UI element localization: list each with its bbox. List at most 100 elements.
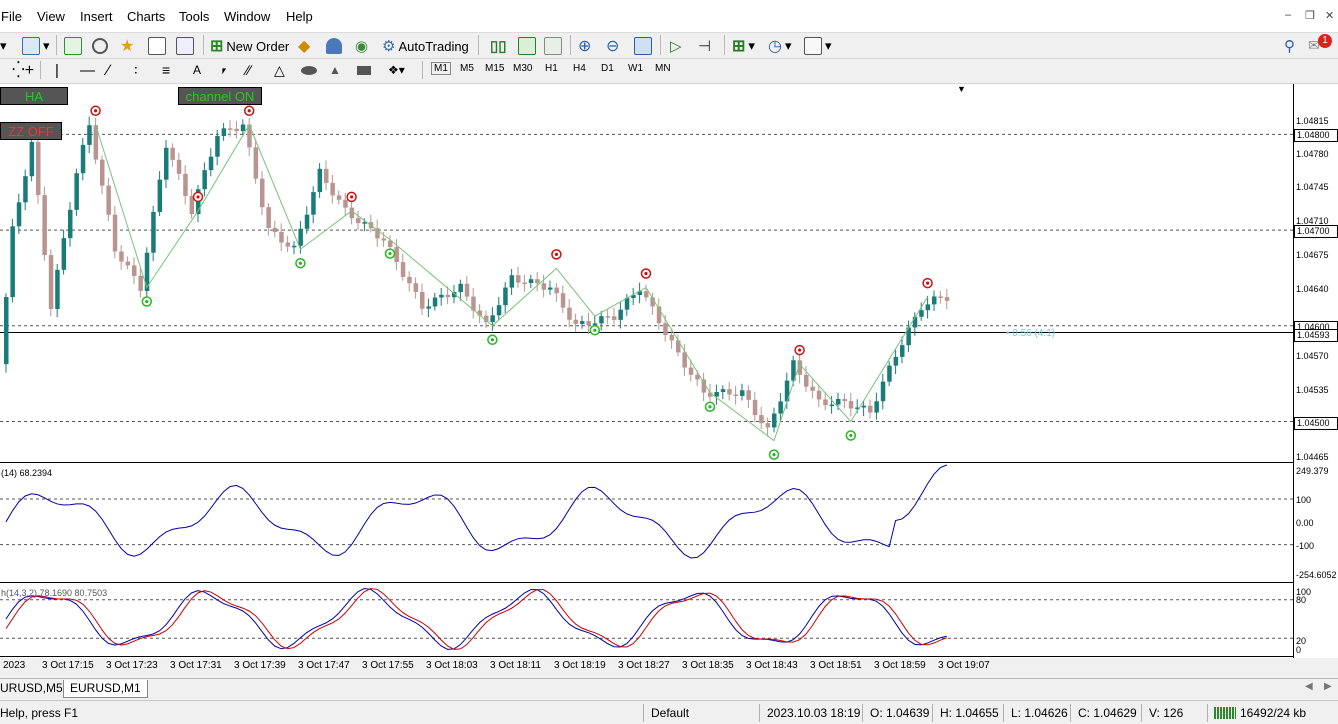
profiles-icon[interactable]: ▾: [22, 36, 50, 56]
terminal-icon[interactable]: [148, 36, 166, 56]
text-label-icon[interactable]: ⎖: [219, 62, 229, 77]
swing-low-dot: [708, 405, 712, 409]
triangle-icon[interactable]: ▲: [329, 63, 341, 77]
tf-h1[interactable]: H1: [545, 63, 558, 74]
close-icon[interactable]: ✕: [1325, 10, 1335, 22]
tf-m15[interactable]: M15: [485, 63, 505, 74]
tf-w1[interactable]: W1: [628, 63, 643, 74]
text-icon[interactable]: A: [193, 63, 202, 77]
chart-window[interactable]: ▼: [0, 84, 1338, 658]
tab-eurusd-m1[interactable]: EURUSD,M1: [63, 680, 148, 698]
swing-low-dot: [145, 299, 149, 304]
metaeditor-icon[interactable]: ◆: [298, 38, 311, 55]
rectangle-icon[interactable]: [357, 60, 371, 80]
periods-icon[interactable]: ◷ ▾: [768, 38, 792, 55]
tf-mn[interactable]: MN: [655, 63, 671, 74]
candle-body: [260, 178, 265, 208]
candle-body: [624, 298, 630, 310]
crosshair-icon[interactable]: ⁛+: [12, 62, 35, 79]
bar-chart-icon[interactable]: ▯▯: [490, 38, 507, 55]
candle-body: [567, 307, 572, 320]
scroll-right-icon[interactable]: ▶: [1324, 681, 1332, 692]
equidistant-channel-icon[interactable]: ∶: [134, 61, 138, 78]
line-chart-icon[interactable]: [544, 36, 562, 56]
scroll-left-icon[interactable]: ◀: [1305, 681, 1313, 692]
chart-shift-marker-icon[interactable]: ▼: [957, 84, 966, 94]
menu-file[interactable]: File: [1, 9, 22, 24]
market-watch-icon[interactable]: [64, 36, 82, 56]
restore-icon[interactable]: ❐: [1305, 10, 1315, 22]
menu-bar: File View Insert Charts Tools Window Hel…: [0, 0, 1338, 33]
triangle-tool-icon[interactable]: △: [274, 61, 285, 78]
tf-d1[interactable]: D1: [601, 63, 614, 74]
fibonacci-icon[interactable]: ≡: [162, 62, 171, 78]
autotrading-button[interactable]: ⚙ AutoTrading: [382, 38, 469, 55]
tile-windows-icon[interactable]: [634, 36, 652, 56]
candle-body: [407, 276, 412, 284]
candlestick-icon[interactable]: [518, 36, 536, 56]
price-chart-canvas[interactable]: [0, 84, 1293, 658]
tf-m1[interactable]: M1: [431, 62, 451, 75]
trendline-icon[interactable]: ∕: [107, 61, 110, 79]
time-tick: 3 Oct 18:51: [810, 660, 862, 671]
tf-m30[interactable]: M30: [513, 63, 533, 74]
zigzag-toggle-button[interactable]: ZZ OFF: [0, 122, 62, 140]
chart-shift-icon[interactable]: ⊣: [698, 38, 712, 55]
menu-window[interactable]: Window: [224, 9, 271, 24]
candle-body: [343, 199, 348, 208]
tf-h4[interactable]: H4: [573, 63, 586, 74]
tab-eurusd-m5[interactable]: URUSD,M5: [0, 681, 63, 695]
stoch-main-line: [5, 588, 947, 650]
candle-body: [266, 207, 271, 228]
notification-bell-icon[interactable]: ✉ 1: [1308, 34, 1332, 55]
vertical-line-icon[interactable]: |: [55, 61, 59, 79]
navigator-icon[interactable]: [92, 36, 108, 56]
candle-body: [490, 315, 495, 323]
candle-body: [119, 251, 124, 262]
minimize-icon[interactable]: –: [1285, 9, 1292, 21]
time-tick: 3 Oct 17:31: [170, 660, 222, 671]
candle-body: [317, 168, 323, 193]
menu-insert[interactable]: Insert: [80, 9, 113, 24]
arrows-icon[interactable]: ∕∕: [246, 62, 251, 78]
autoscroll-icon[interactable]: ▷: [670, 38, 682, 55]
menu-tools[interactable]: Tools: [179, 9, 210, 24]
signals-icon[interactable]: [326, 36, 342, 56]
templates-icon[interactable]: ▾: [804, 36, 832, 56]
tf-m5[interactable]: M5: [460, 63, 474, 74]
candle-body: [311, 192, 316, 215]
swing-high-dot: [94, 109, 98, 113]
menu-help[interactable]: Help: [286, 9, 313, 24]
indicators-icon[interactable]: ⊞ ▾: [732, 38, 755, 55]
new-order-button[interactable]: ⊞ New Order: [210, 38, 290, 55]
favorites-icon[interactable]: ★: [120, 38, 135, 55]
candle-body: [324, 168, 329, 183]
candle-body: [29, 142, 35, 177]
menu-view[interactable]: View: [37, 9, 65, 24]
zoom-out-icon[interactable]: ⊖: [606, 38, 620, 55]
candle-body: [298, 228, 303, 246]
search-icon[interactable]: ⚲: [1284, 38, 1295, 55]
dropdown-arrow-icon[interactable]: ▾: [0, 38, 7, 53]
candle-body: [637, 291, 643, 296]
ellipse-icon[interactable]: [301, 60, 317, 80]
time-tick: 3 Oct 17:47: [298, 660, 350, 671]
channel-toggle-button[interactable]: channel ON: [178, 87, 262, 105]
level-price-box: 1.04700: [1294, 225, 1338, 238]
zoom-in-icon[interactable]: ⊕: [578, 38, 592, 55]
swing-low-dot: [593, 328, 597, 332]
strategy-tester-icon[interactable]: [176, 36, 194, 56]
menu-charts[interactable]: Charts: [127, 9, 166, 24]
more-objects-icon[interactable]: ❖▾: [388, 63, 405, 77]
level-price-box: 1.04500: [1294, 417, 1338, 430]
candle-body: [560, 293, 566, 308]
horizontal-line-icon[interactable]: —: [80, 61, 95, 79]
candle-body: [701, 379, 707, 393]
connection-bars-icon: [1214, 707, 1236, 719]
standard-toolbar: ▾ ▾ ★ ⊞ New Order ◆ ◉ ⚙ AutoTrading ▯▯ ⊕ ⊖…: [0, 33, 1338, 59]
candle-body: [151, 211, 156, 253]
candle-body: [618, 309, 623, 320]
candle-body: [605, 316, 611, 318]
ha-toggle-button[interactable]: HA: [0, 87, 68, 105]
radio-icon[interactable]: ◉: [355, 38, 369, 55]
